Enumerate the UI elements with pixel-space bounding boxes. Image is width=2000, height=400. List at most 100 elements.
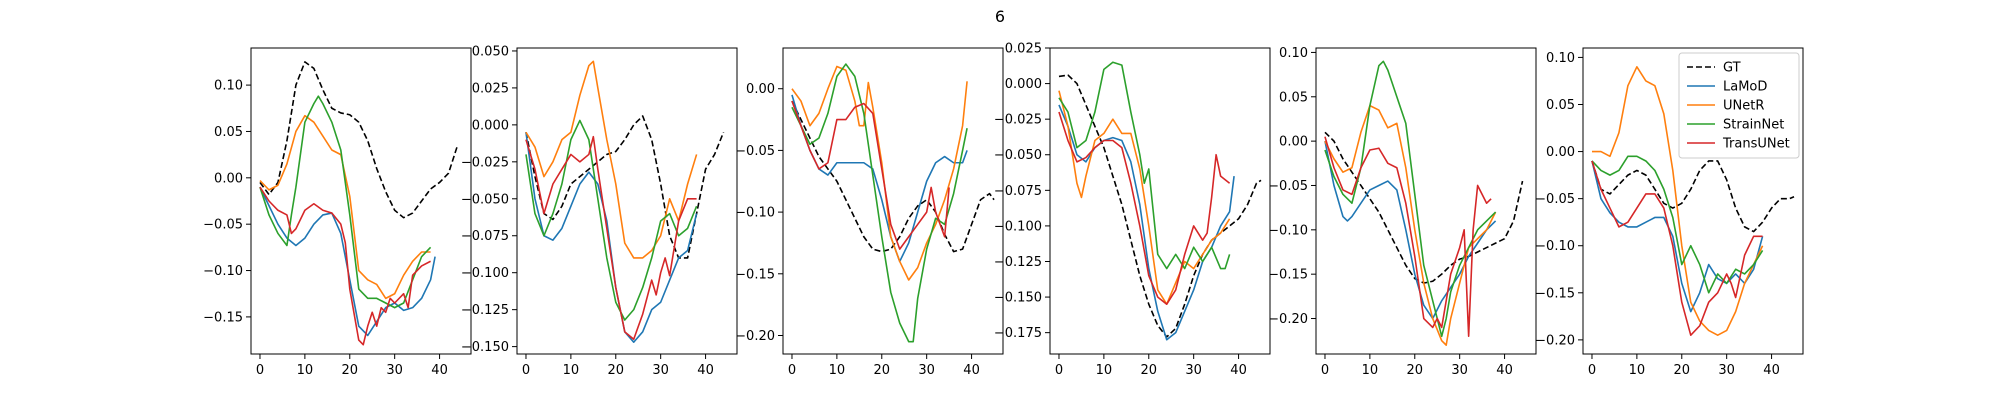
series-line-transunet [1058,111,1231,305]
series-group [1324,60,1524,346]
series-line-unetr [259,114,431,300]
series-line-transunet [525,135,697,341]
x-tick-label: 40 [697,363,714,378]
y-tick-label: 0.05 [1279,90,1308,105]
y-tick-label: −0.050 [994,148,1042,163]
x-tick-label: 10 [297,363,314,378]
y-tick-label: 0.00 [214,171,243,186]
axes-frame [516,47,738,355]
series-line-unetr [1591,66,1764,336]
x-tick-label: 0 [522,363,530,378]
x-tick-label: 30 [1451,363,1468,378]
x-tick-label: 40 [431,363,448,378]
series-line-gt [259,61,459,219]
x-tick-label: 10 [1362,363,1379,378]
x-tick-label: 0 [788,363,796,378]
series-line-lamod [259,186,436,337]
y-tick-label: −0.10 [1268,223,1308,238]
y-tick-label: 0.025 [1005,42,1042,57]
y-tick-label: −0.025 [461,155,509,170]
legend-label-lamod: LaMoD [1723,80,1767,95]
y-tick-label: −0.20 [1535,333,1575,348]
subplot-1: 0 10 20 30 40 −0.15 −0.10 −0.05 0.00 0.05 0.10 [203,47,472,378]
y-tick-label: 0.050 [472,44,509,59]
x-tick-label: 0 [1588,363,1596,378]
series-line-strainnet [259,95,432,309]
y-tick-label: −0.125 [461,303,509,318]
series-line-gt [1058,74,1262,338]
y-tick-label: −0.20 [1268,312,1308,327]
x-tick-label: 20 [874,363,891,378]
legend-label-transunet: TransUNet [1722,137,1790,152]
series-line-strainnet [791,63,968,343]
x-tick-label: 40 [1763,363,1780,378]
x-tick-label: 10 [1096,363,1113,378]
subplot-6: 0 10 20 30 40 −0.20 −0.15 −0.10 −0.05 0.00 0.05 0.1… [1535,47,1804,378]
series-group [791,63,995,343]
y-tick-label: 0.000 [1005,77,1042,92]
subplot-5: 0 10 20 30 40 −0.20 −0.15 −0.10 −0.05 0.00 0.05 0.1… [1268,46,1537,378]
series-line-gt [1591,160,1795,233]
x-tick-label: 20 [1407,363,1424,378]
y-tick-label: −0.025 [994,113,1042,128]
y-tick-label: −0.175 [994,326,1042,341]
x-tick-label: 20 [608,363,625,378]
x-tick-label: 40 [1496,363,1513,378]
subplot-panels: 0 10 20 30 40 −0.15 −0.10 −0.05 0.00 0.05 0.10 0 10 2… [203,42,1804,378]
x-tick-label: 30 [386,363,403,378]
y-tick-label: 0.000 [472,118,509,133]
y-tick-label: −0.05 [1268,179,1308,194]
y-tick-label: 0.05 [214,125,243,140]
axes-frame [250,47,472,355]
subplot-3: 0 10 20 30 40 −0.20 −0.15 −0.10 −0.05 0.00 [735,47,1004,378]
y-tick-label: −0.150 [994,291,1042,306]
axes-frame [782,47,1004,355]
x-tick-label: 30 [1718,363,1735,378]
x-tick-label: 0 [1321,363,1329,378]
series-group [1058,61,1262,341]
y-tick-label: −0.05 [203,218,243,233]
legend-box [1678,52,1800,159]
y-tick-label: −0.15 [1535,286,1575,301]
x-tick-label: 20 [1141,363,1158,378]
x-tick-label: 40 [1230,363,1247,378]
y-tick-label: 0.00 [746,82,775,97]
series-line-unetr [1058,90,1231,305]
x-tick-label: 20 [342,363,359,378]
y-tick-label: −0.125 [994,255,1042,270]
y-tick-label: −0.075 [994,184,1042,199]
series-line-strainnet [1058,61,1231,270]
series-line-strainnet [525,119,698,321]
legend: GT LaMoD UNetR StrainNet TransUNet [1678,52,1800,159]
y-tick-label: 0.00 [1546,145,1575,160]
y-tick-label: −0.100 [994,219,1042,234]
x-tick-label: 10 [1629,363,1646,378]
x-tick-label: 30 [1185,363,1202,378]
x-tick-label: 10 [829,363,846,378]
axes-frame [1582,47,1804,355]
x-tick-label: 0 [256,363,264,378]
y-tick-label: −0.075 [461,229,509,244]
legend-label-unetr: UNetR [1723,99,1764,114]
y-tick-label: −0.05 [1535,192,1575,207]
series-group [525,60,725,343]
x-tick-label: 0 [1055,363,1063,378]
y-tick-label: −0.10 [1535,239,1575,254]
series-line-transunet [1591,160,1763,336]
series-line-lamod [791,94,968,263]
series-line-unetr [525,60,698,259]
subplot-4: 0 10 20 30 40 −0.175 −0.150 −0.125 −0.100 −0.075 −… [994,42,1271,378]
y-tick-label: 0.10 [214,79,243,94]
y-tick-label: −0.15 [735,267,775,282]
y-tick-label: 0.10 [1546,51,1575,66]
series-line-transunet [791,100,950,250]
series-line-gt [525,115,725,259]
x-tick-label: 20 [1674,363,1691,378]
y-tick-label: −0.100 [461,266,509,281]
axes-frame [1315,47,1537,355]
x-tick-label: 10 [563,363,580,378]
y-tick-label: −0.10 [735,206,775,221]
series-line-strainnet [1591,155,1764,294]
series-line-lamod [1591,160,1764,313]
